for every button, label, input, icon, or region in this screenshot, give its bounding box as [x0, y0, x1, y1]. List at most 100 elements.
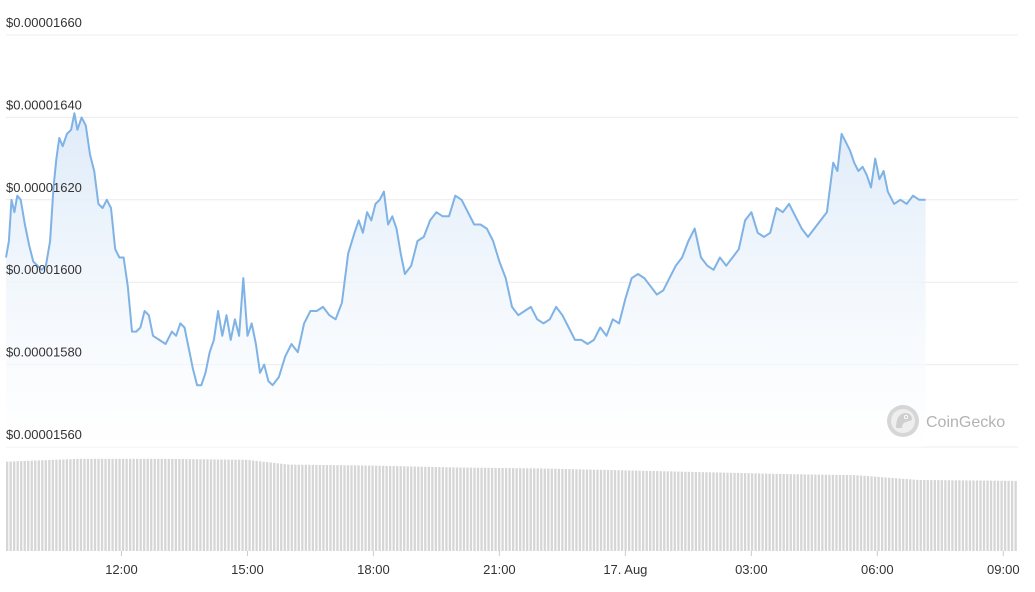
volume-bar	[374, 465, 378, 551]
volume-bar	[515, 468, 518, 551]
volume-bar	[469, 467, 473, 551]
volume-bar	[381, 465, 385, 551]
volume-bar	[230, 459, 234, 551]
volume-bar	[476, 467, 480, 551]
volume-bar	[301, 464, 304, 551]
volume-bar	[420, 466, 423, 551]
volume-bar	[104, 458, 107, 551]
volume-bar	[143, 458, 146, 551]
volume-bar	[86, 458, 90, 551]
volume-bar	[51, 459, 54, 551]
volume-bar	[244, 459, 248, 551]
volume-bar	[536, 468, 539, 551]
volume-bar	[726, 472, 729, 551]
volume-bar	[403, 466, 406, 551]
volume-bar	[624, 470, 627, 551]
volume-bar	[554, 468, 557, 551]
volume-bar	[69, 459, 72, 551]
volume-bar	[772, 473, 775, 551]
volume-bar	[114, 458, 118, 551]
volume-bar	[617, 470, 620, 551]
volume-bar	[796, 474, 799, 551]
volume-bar	[290, 464, 293, 551]
volume-bar	[909, 479, 912, 551]
volume-bar	[128, 458, 132, 551]
volume-bar	[20, 461, 23, 551]
volume-bar	[202, 459, 206, 551]
volume-bar	[195, 459, 199, 551]
volume-bar	[178, 459, 181, 551]
volume-bar	[97, 458, 100, 551]
volume-bar	[958, 480, 961, 551]
volume-bar	[849, 475, 852, 551]
volume-bar	[596, 469, 599, 551]
x-axis-ticks: 12:00 15:00 18:00 21:00 17. Aug 03:00 06:00 09:…	[105, 551, 1020, 577]
volume-bar	[1014, 480, 1017, 551]
volume-bar	[23, 460, 26, 551]
volume-bar	[266, 462, 269, 551]
volume-bar	[902, 478, 905, 551]
volume-bar	[497, 467, 501, 551]
volume-bar	[705, 472, 708, 551]
volume-bar	[269, 462, 272, 551]
volume-bar	[975, 480, 979, 551]
volume-bar	[919, 479, 922, 551]
volume-bar	[100, 458, 104, 551]
volume-bar	[578, 469, 582, 551]
volume-bar	[413, 466, 416, 551]
volume-bar	[961, 480, 965, 551]
volume-bar	[831, 474, 835, 551]
volume-bar	[512, 468, 515, 551]
volume-bar	[561, 468, 564, 551]
volume-bar	[750, 473, 754, 551]
volume-bar	[378, 465, 381, 551]
volume-bar	[972, 480, 975, 551]
volume-bar	[951, 480, 954, 551]
volume-bar	[237, 459, 241, 551]
volume-bar	[431, 466, 434, 551]
volume-bar	[136, 458, 139, 551]
y-tick-label: $0.00001560	[6, 427, 82, 442]
volume-bar	[652, 471, 655, 551]
volume-bar	[139, 458, 142, 551]
volume-bar	[993, 480, 996, 551]
volume-bar	[389, 465, 392, 551]
volume-bar	[522, 468, 525, 551]
volume-bar	[434, 467, 437, 551]
volume-bar	[30, 460, 33, 551]
volume-bar	[698, 472, 701, 551]
x-tick-label: 12:00	[105, 562, 138, 577]
volume-bar	[494, 467, 497, 551]
y-tick-label: $0.00001660	[6, 15, 82, 30]
volume-bar	[283, 464, 286, 551]
volume-bar	[125, 458, 128, 551]
volume-bar	[343, 465, 346, 551]
volume-bar	[937, 480, 940, 551]
volume-bar	[329, 465, 332, 551]
x-tick-label: 21:00	[483, 562, 516, 577]
volume-bar	[807, 474, 810, 551]
volume-bar	[216, 459, 220, 551]
volume-bar	[638, 470, 641, 551]
volume-bar	[582, 469, 585, 551]
volume-bar	[473, 467, 476, 551]
volume-bar	[701, 472, 705, 551]
volume-bar	[835, 474, 838, 551]
volume-bar	[280, 463, 283, 551]
volume-bar	[533, 468, 536, 551]
volume-bar	[954, 480, 958, 551]
volume-bar	[483, 467, 487, 551]
volume-bar	[371, 465, 374, 551]
volume-bar	[670, 471, 673, 551]
y-axis-ticks: $0.00001560 $0.00001580 $0.00001600 $0.0000…	[6, 15, 82, 442]
volume-bar	[107, 458, 111, 551]
volume-bar	[603, 469, 606, 551]
volume-bar	[645, 470, 648, 551]
volume-bar	[37, 460, 40, 551]
volume-bar	[965, 480, 968, 551]
volume-bar	[48, 460, 51, 551]
volume-bar	[353, 465, 357, 551]
volume-bar	[912, 479, 915, 551]
volume-bar	[642, 470, 645, 551]
volume-bar	[6, 461, 9, 551]
